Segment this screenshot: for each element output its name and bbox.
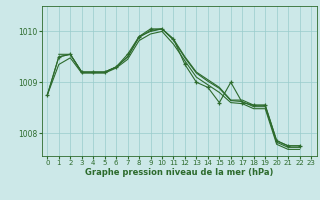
X-axis label: Graphe pression niveau de la mer (hPa): Graphe pression niveau de la mer (hPa) (85, 168, 273, 177)
